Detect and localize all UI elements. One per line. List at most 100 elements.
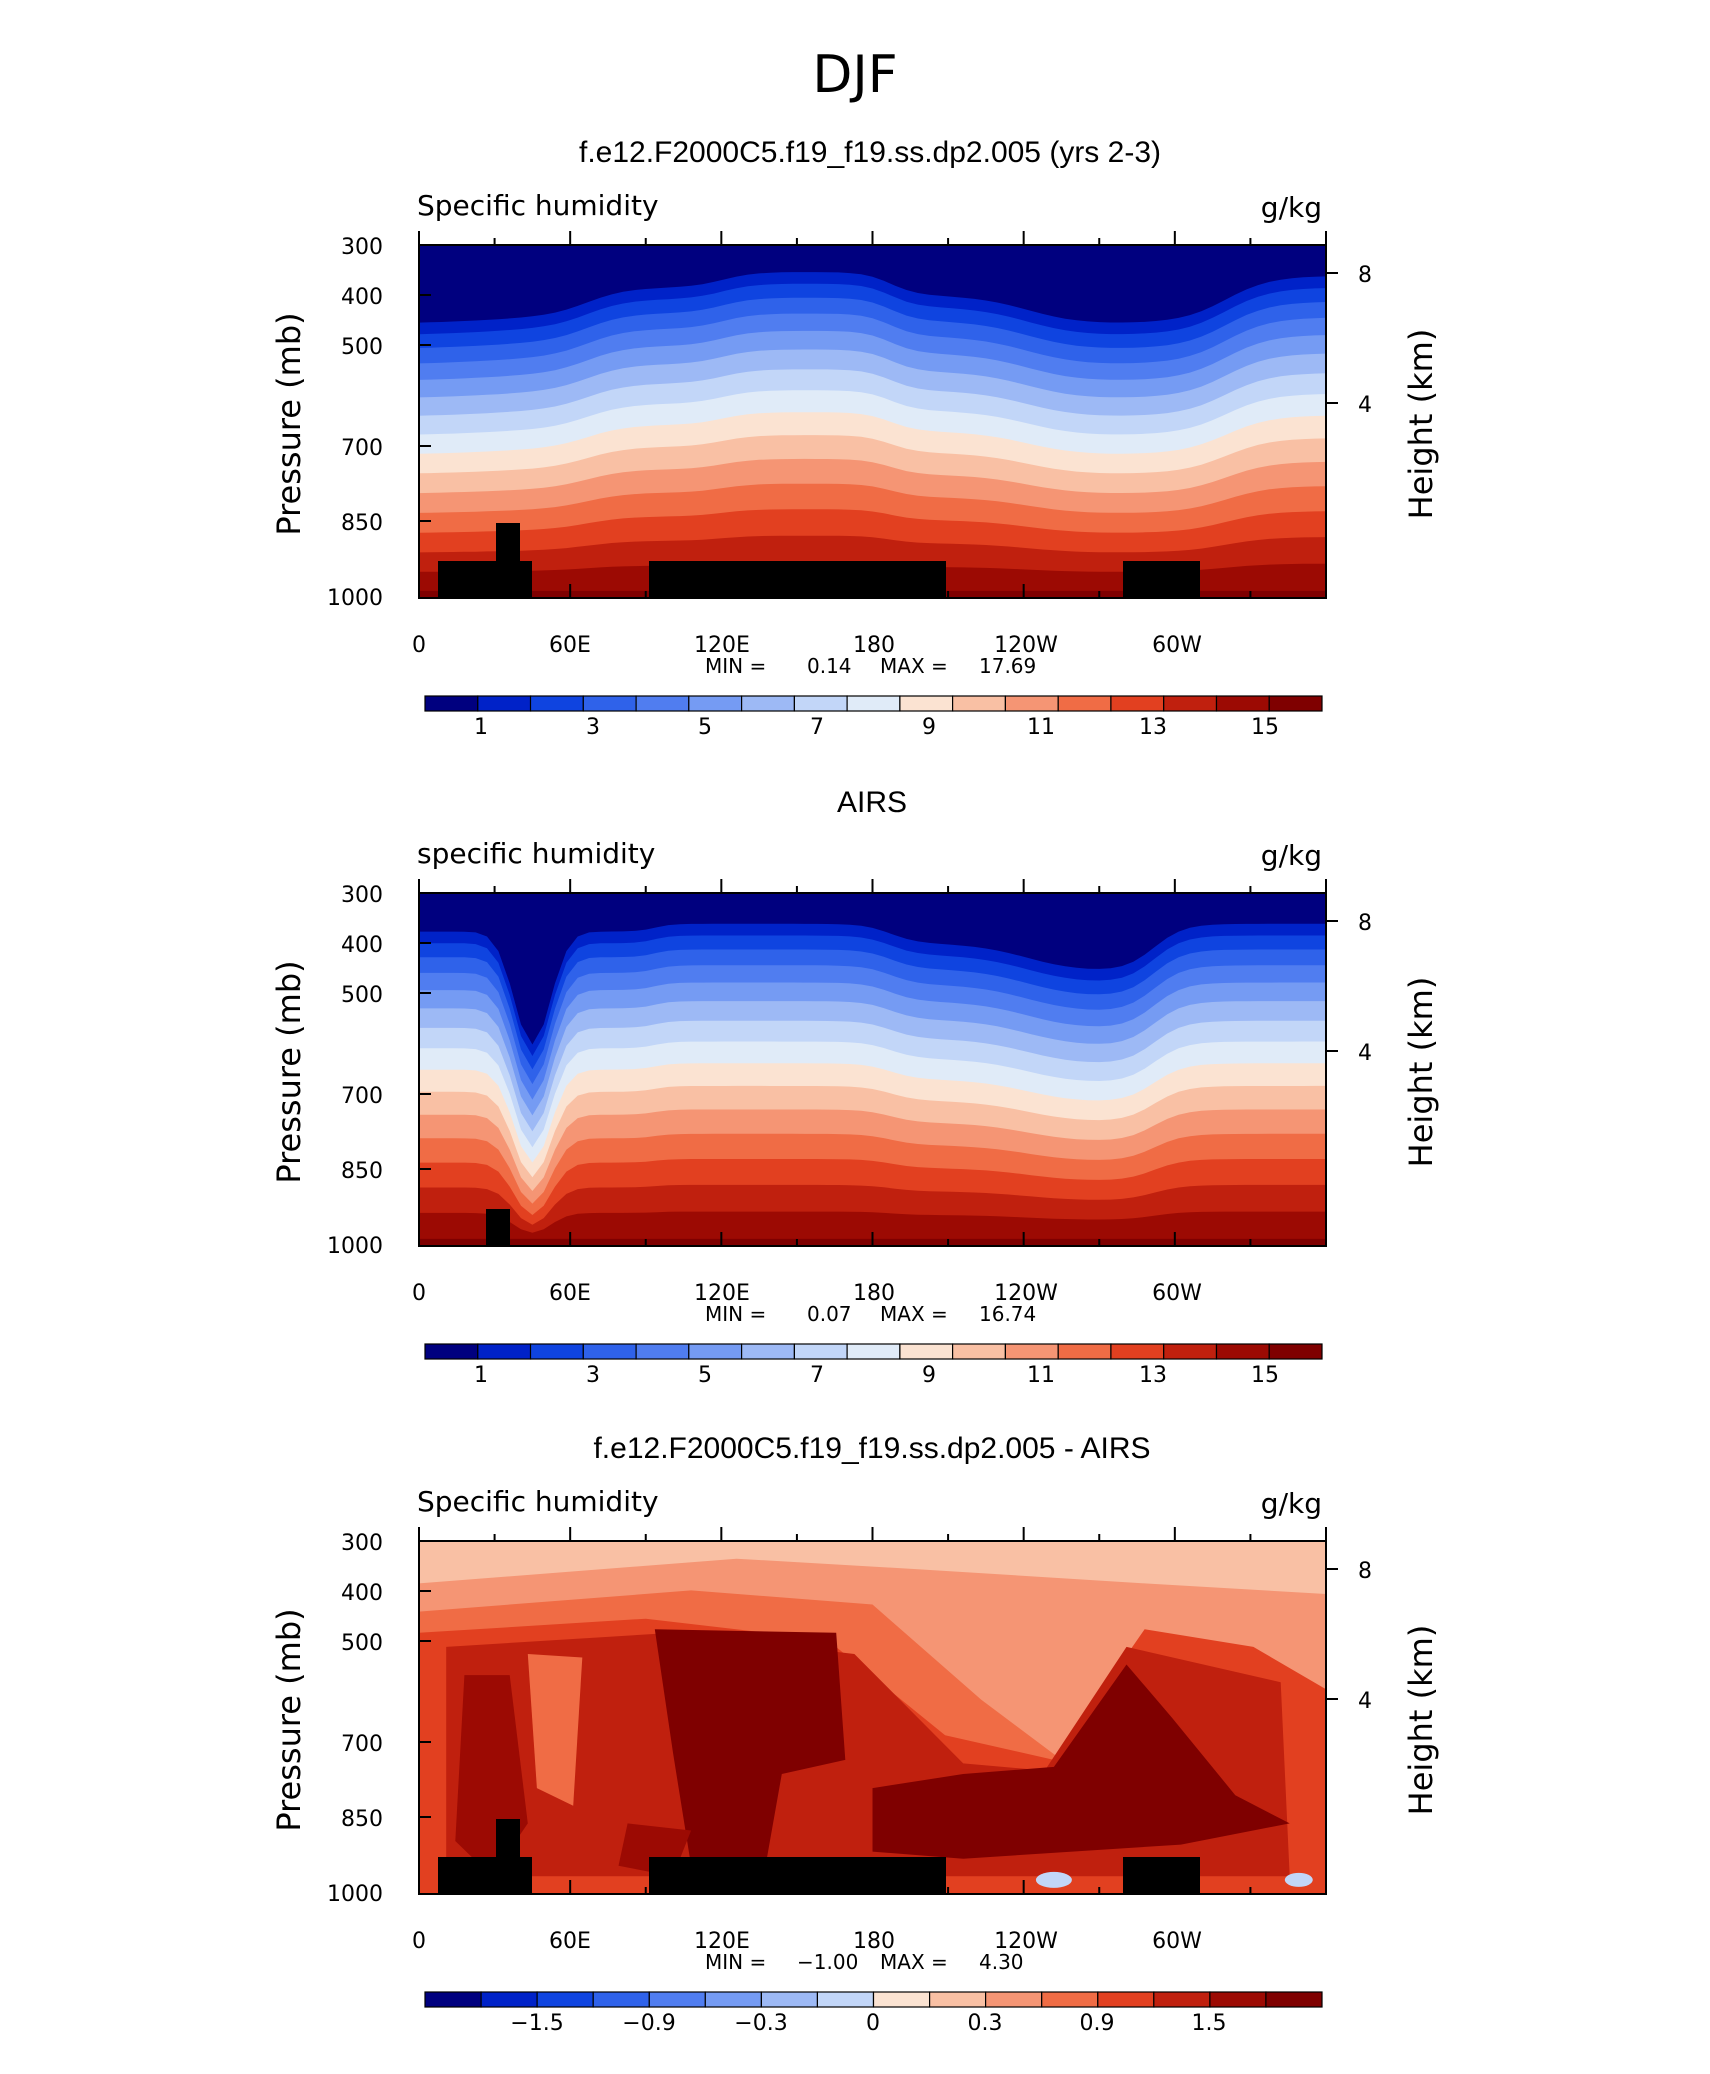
min-label: MIN = [705,1950,766,1974]
colorbar-swatch [635,695,690,712]
min-label: MIN = [705,1302,766,1326]
contour-band [872,1664,1290,1859]
colorbar-swatch [951,695,1006,712]
figure-title: DJF [812,45,897,105]
contour-band [419,1211,1326,1246]
x-tick-label: 60W [1152,633,1202,658]
colorbar-swatch [424,695,479,712]
max-value: 4.30 [979,1950,1024,1974]
colorbar-label: 1 [474,1363,488,1388]
contour-band [654,1629,846,1877]
colorbar-swatch [536,1991,594,2008]
y-tick-label: 1000 [327,1882,383,1907]
contour-band [1035,1871,1072,1888]
colorbar-label: 11 [1027,1363,1055,1388]
colorbar-label: 9 [922,715,936,740]
left-label: Specific humidity [417,189,659,222]
colorbar-swatch [793,695,848,712]
x-tick-label: 180 [853,633,895,658]
right-tick-labels: 8 4 [1358,1559,1372,1714]
min-value: −1.00 [797,1950,858,1974]
colorbar-swatch [1004,1343,1059,1360]
y-tick-labels: 300 400 500 700 850 1000 [327,883,383,1259]
right-tick-labels: 8 4 [1358,911,1372,1066]
terrain-mask [496,523,520,598]
min-value: 0.14 [807,654,852,678]
colorbar-label: 15 [1251,1363,1279,1388]
y-tick-label: 700 [341,1084,383,1109]
colorbar-swatch [740,1343,795,1360]
right-tick-label: 8 [1358,911,1372,936]
y-tick-label: 400 [341,1581,383,1606]
y-tick-label: 1000 [327,1234,383,1259]
colorbar-label: 5 [698,715,712,740]
colorbar-swatch [1163,1343,1218,1360]
colorbar-swatch [1097,1991,1155,2008]
right-axis-label: Height (km) [1402,329,1440,520]
x-tick-label: 120W [994,1929,1058,1954]
right-tick-label: 8 [1358,1559,1372,1584]
x-tick-label: 0 [412,1929,426,1954]
max-value: 17.69 [979,654,1036,678]
colorbar-swatch [1057,1343,1112,1360]
y-axis-label: Pressure (mb) [270,960,308,1183]
min-label: MIN = [705,654,766,678]
stats-line: MIN = −1.00 MAX = 4.30 [705,1950,1024,1974]
max-value: 16.74 [979,1302,1036,1326]
y-tick-label: 400 [341,933,383,958]
y-tick-labels: 300 400 500 700 850 1000 [327,1531,383,1907]
colorbar-swatch [529,1343,584,1360]
colorbar-swatch [846,1343,901,1360]
colorbar-swatch [688,1343,743,1360]
y-tick-label: 850 [341,1159,383,1184]
colorbar-swatch [1265,1991,1323,2008]
right-tick-label: 4 [1358,1041,1372,1066]
colorbar-swatch [648,1991,706,2008]
right-tick-labels: 8 4 [1358,263,1372,418]
x-tick-label: 120E [694,1929,750,1954]
y-tick-label: 500 [341,335,383,360]
colorbar-swatch [1268,695,1323,712]
x-tick-label: 120E [694,633,750,658]
colorbar-swatch [1209,1991,1267,2008]
colorbar-swatch [1268,1343,1323,1360]
y-tick-label: 700 [341,1732,383,1757]
colorbar-swatch [899,695,954,712]
colorbar-swatch [872,1991,931,2008]
x-tick-label: 0 [412,633,426,658]
colorbar-swatch [688,695,743,712]
y-tick-labels: 300 400 500 700 850 1000 [327,235,383,611]
x-tick-labels: 0 60E 120E 180 120W 60W [412,1281,1202,1306]
colorbar-label: 1.5 [1192,2011,1227,2036]
max-label: MAX = [880,1302,948,1326]
units-label: g/kg [1261,191,1322,224]
right-tick-label: 8 [1358,263,1372,288]
x-tick-label: 60E [549,633,591,658]
colorbar-label: 13 [1139,715,1167,740]
terrain-mask [496,1819,520,1894]
right-tick-label: 4 [1358,1689,1372,1714]
y-tick-label: 850 [341,511,383,536]
colorbar [424,1343,1323,1360]
colorbar-swatch [477,695,532,712]
plot-area [418,879,1338,1247]
y-tick-label: 300 [341,1531,383,1556]
colorbar-swatch [984,1991,1043,2008]
colorbar-swatch [816,1991,875,2008]
colorbar-label: 11 [1027,715,1055,740]
colorbar-swatch [1004,695,1059,712]
panel-title: f.e12.F2000C5.f19_f19.ss.dp2.005 (yrs 2-… [579,136,1161,169]
colorbar-label: −1.5 [510,2011,563,2036]
colorbar-label: 13 [1139,1363,1167,1388]
x-tick-label: 120W [994,633,1058,658]
x-tick-label: 60W [1152,1281,1202,1306]
plot-area [418,231,1338,599]
colorbar-swatch [740,695,795,712]
x-tick-label: 120E [694,1281,750,1306]
contour-band [527,1654,583,1806]
right-axis-label: Height (km) [1402,977,1440,1168]
y-tick-label: 300 [341,883,383,908]
colorbar-swatch [1215,1343,1270,1360]
y-tick-label: 500 [341,1631,383,1656]
